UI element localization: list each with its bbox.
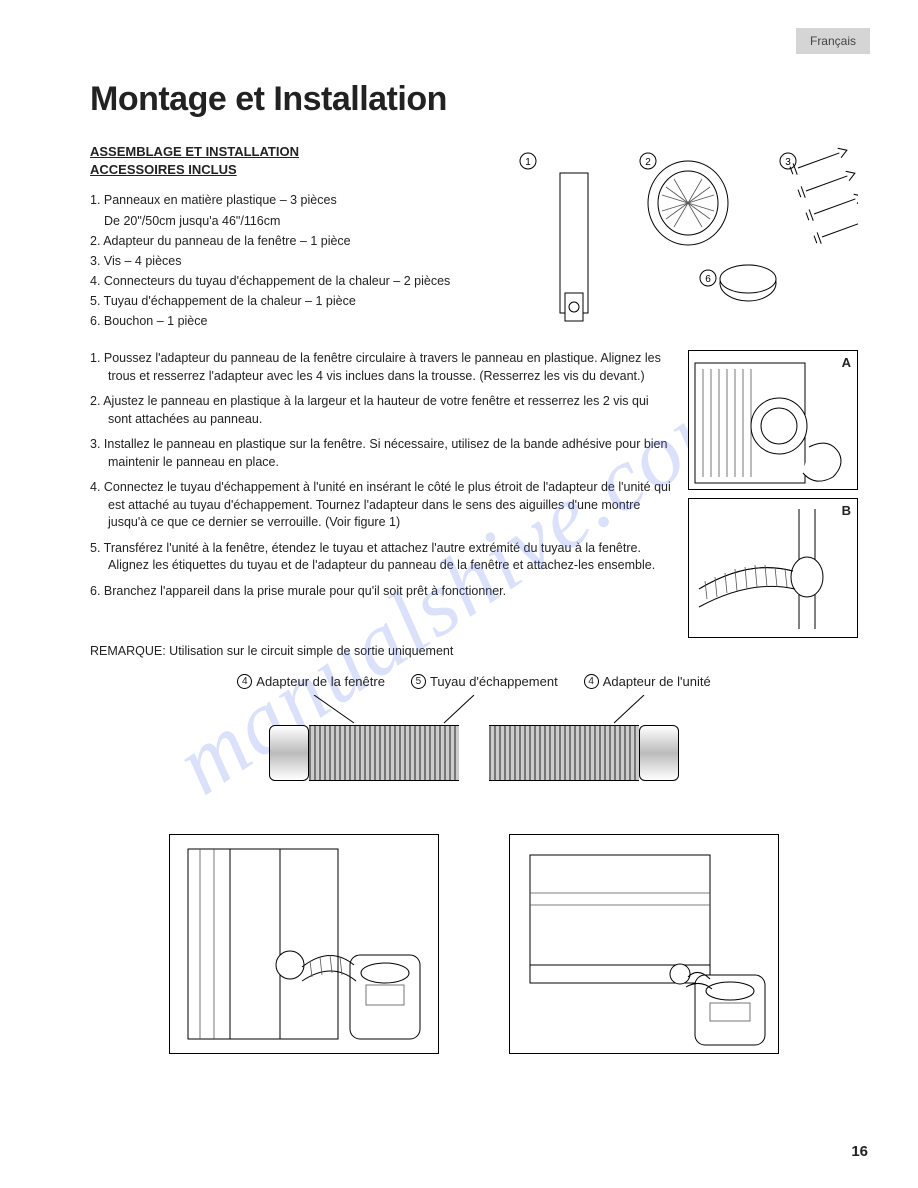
step-item: 1. Poussez l'adapteur du panneau de la f…	[90, 350, 674, 385]
label-text: Tuyau d'échappement	[430, 674, 558, 689]
parts-list: 1. Panneaux en matière plastique – 3 piè…	[90, 191, 488, 330]
steps-row: 1. Poussez l'adapteur du panneau de la f…	[90, 350, 858, 638]
window-vertical-svg	[170, 835, 440, 1055]
figure-a-svg	[689, 351, 859, 491]
parts-item: 4. Connecteurs du tuyau d'échappement de…	[90, 272, 488, 290]
figure-b: B	[688, 498, 858, 638]
window-horizontal-svg	[510, 835, 780, 1055]
callout-number: 4	[237, 674, 252, 689]
manual-page: Français manualshive.com Montage et Inst…	[0, 0, 918, 1188]
remark-text: REMARQUE: Utilisation sur le circuit sim…	[90, 644, 858, 658]
section-subtitle: ASSEMBLAGE ET INSTALLATION ACCESSOIRES I…	[90, 143, 488, 179]
callout-number: 5	[411, 674, 426, 689]
hose-label: 5 Tuyau d'échappement	[411, 674, 558, 689]
step-item: 4. Connectez le tuyau d'échappement à l'…	[90, 479, 674, 532]
parts-item: 1. Panneaux en matière plastique – 3 piè…	[90, 191, 488, 209]
svg-text:1: 1	[525, 157, 531, 168]
figure-label: B	[842, 503, 851, 518]
window-adapter-icon	[269, 725, 309, 781]
figure-b-svg	[689, 499, 859, 639]
step-item: 2. Ajustez le panneau en plastique à la …	[90, 393, 674, 428]
svg-text:6: 6	[705, 274, 711, 285]
step-item: 6. Branchez l'appareil dans la prise mur…	[90, 583, 674, 601]
unit-adapter-icon	[639, 725, 679, 781]
exhaust-hose-icon	[309, 725, 459, 781]
accessories-diagram: 1 2 3 6	[498, 143, 858, 343]
hose-label: 4 Adapteur de l'unité	[584, 674, 711, 689]
subtitle-line: ACCESSOIRES INCLUS	[90, 162, 237, 177]
parts-item: De 20"/50cm jusqu'a 46"/116cm	[90, 212, 488, 230]
steps-list: 1. Poussez l'adapteur du panneau de la f…	[90, 350, 674, 608]
page-number: 16	[851, 1143, 868, 1160]
subtitle-line: ASSEMBLAGE ET INSTALLATION	[90, 144, 299, 159]
svg-text:3: 3	[785, 157, 791, 168]
page-title: Montage et Installation	[90, 80, 858, 119]
accessories-svg: 1 2 3 6	[498, 143, 858, 343]
figure-a: A	[688, 350, 858, 490]
figure-label: A	[842, 355, 851, 370]
parts-item: 2. Adapteur du panneau de la fenêtre – 1…	[90, 232, 488, 250]
hose-diagram: 4 Adapteur de la fenêtre 5 Tuyau d'échap…	[90, 674, 858, 814]
install-figure-horizontal	[509, 834, 779, 1054]
parts-item: 6. Bouchon – 1 pièce	[90, 312, 488, 330]
step-item: 5. Transférez l'unité à la fenêtre, éten…	[90, 540, 674, 575]
language-tab: Français	[796, 28, 870, 54]
install-figure-vertical	[169, 834, 439, 1054]
exhaust-hose-icon	[489, 725, 639, 781]
callout-number: 4	[584, 674, 599, 689]
side-figures: A B	[688, 350, 858, 638]
step-item: 3. Installez le panneau en plastique sur…	[90, 436, 674, 471]
header-row: ASSEMBLAGE ET INSTALLATION ACCESSOIRES I…	[90, 143, 858, 346]
bottom-figures	[90, 834, 858, 1054]
parts-item: 5. Tuyau d'échappement de la chaleur – 1…	[90, 292, 488, 310]
hose-label: 4 Adapteur de la fenêtre	[237, 674, 385, 689]
leader-lines	[194, 695, 754, 725]
svg-text:2: 2	[645, 157, 651, 168]
label-text: Adapteur de la fenêtre	[256, 674, 385, 689]
parts-item: 3. Vis – 4 pièces	[90, 252, 488, 270]
label-text: Adapteur de l'unité	[603, 674, 711, 689]
